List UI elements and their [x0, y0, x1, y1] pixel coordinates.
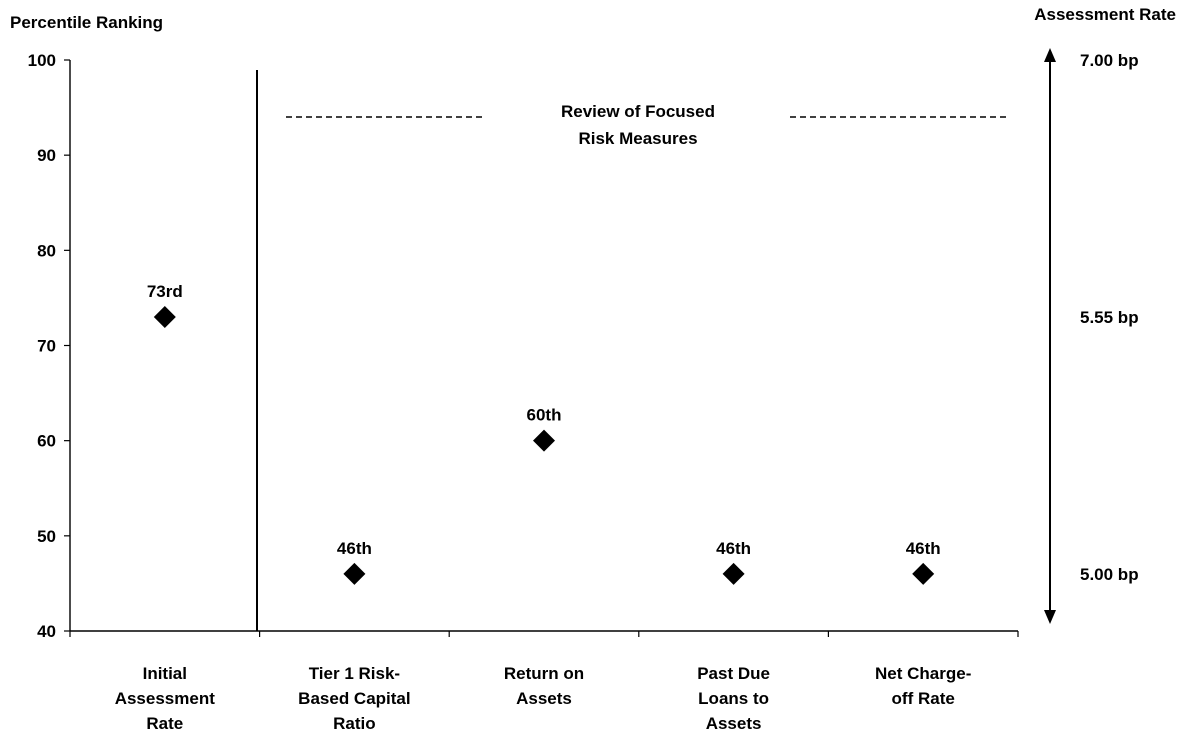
category-label: Initial: [143, 664, 187, 683]
data-point-label: 73rd: [147, 282, 183, 301]
data-point-marker: [343, 563, 365, 585]
y-tick-label: 70: [37, 337, 56, 356]
data-point-label: 46th: [337, 539, 372, 558]
data-point-label: 46th: [716, 539, 751, 558]
category-label: off Rate: [892, 689, 955, 708]
data-point-marker: [533, 430, 555, 452]
group-annotation-line-2: Risk Measures: [578, 129, 697, 148]
secondary-axis-label: 5.00 bp: [1080, 565, 1139, 584]
y-tick-label: 100: [28, 51, 56, 70]
secondary-axis-arrowhead-top: [1044, 48, 1056, 62]
y-tick-label: 90: [37, 146, 56, 165]
data-point-marker: [723, 563, 745, 585]
category-label: Assessment: [115, 689, 216, 708]
category-label: Loans to: [698, 689, 769, 708]
group-annotation-line-1: Review of Focused: [561, 102, 715, 121]
category-label: Tier 1 Risk-: [309, 664, 400, 683]
category-label: Past Due: [697, 664, 770, 683]
category-label: Ratio: [333, 714, 376, 733]
secondary-axis-label: 5.55 bp: [1080, 308, 1139, 327]
y-axis-title: Percentile Ranking: [10, 13, 163, 32]
category-labels: Initial Assessment Rate Tier 1 Risk- Based C…: [115, 664, 972, 733]
y-tick-label: 40: [37, 622, 56, 641]
category-label: Assets: [706, 714, 762, 733]
secondary-axis-arrowhead-bottom: [1044, 610, 1056, 624]
category-label: Rate: [146, 714, 183, 733]
y-tick-label: 60: [37, 432, 56, 451]
data-point-label: 60th: [527, 406, 562, 425]
data-points: 73rd 46th 60th 46th 46th: [147, 282, 941, 585]
category-label: Return on: [504, 664, 584, 683]
data-point-marker: [154, 306, 176, 328]
category-label: Net Charge-: [875, 664, 971, 683]
secondary-axis-title: Assessment Rate: [1034, 5, 1176, 24]
x-ticks: [70, 631, 1018, 637]
y-tick-label: 80: [37, 241, 56, 260]
y-ticks: 40 50 60 70 80 90 100: [28, 51, 70, 641]
category-label: Based Capital: [298, 689, 410, 708]
secondary-axis-labels: 7.00 bp 5.55 bp 5.00 bp: [1080, 51, 1139, 584]
data-point-label: 46th: [906, 539, 941, 558]
secondary-axis-label: 7.00 bp: [1080, 51, 1139, 70]
y-tick-label: 50: [37, 527, 56, 546]
data-point-marker: [912, 563, 934, 585]
category-label: Assets: [516, 689, 572, 708]
